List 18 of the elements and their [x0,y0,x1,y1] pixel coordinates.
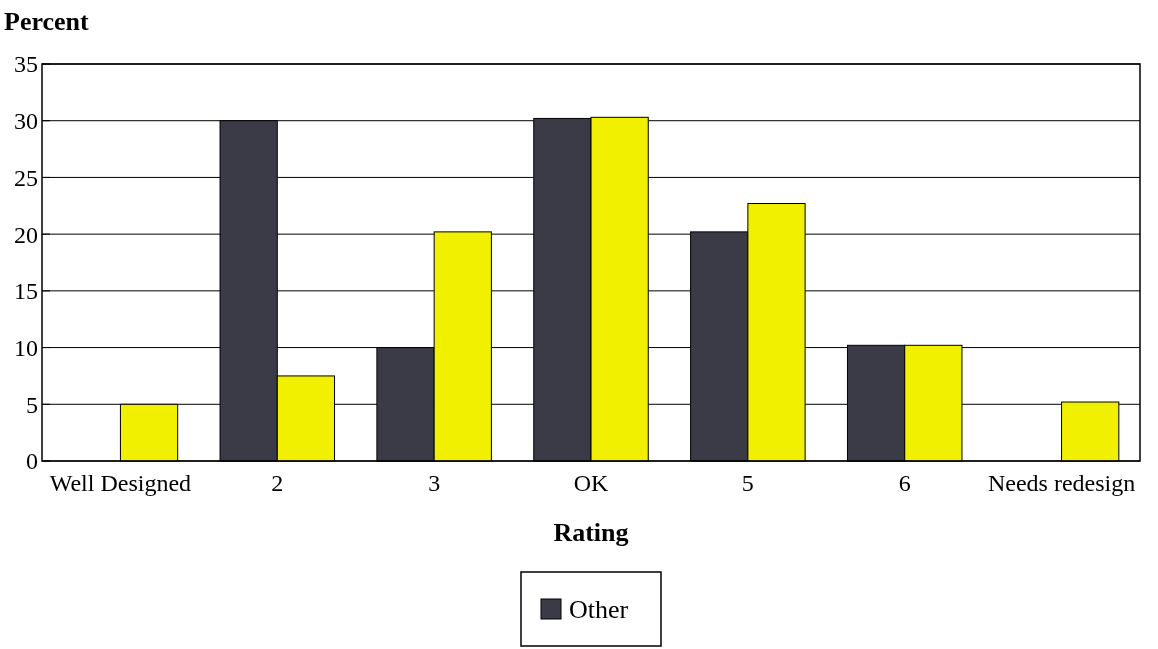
x-tick-label: Needs redesign [987,470,1136,496]
x-tick-label: 5 [741,470,754,496]
y-tick-label: 15 [14,278,38,305]
y-tick-label: 10 [14,334,38,361]
x-tick-label: OK [573,470,609,496]
y-tick-label: 0 [26,448,38,475]
y-tick-label: 30 [14,108,38,135]
x-tick-label: 6 [898,470,911,496]
y-tick-label: 20 [14,221,38,248]
y-tick-label: 25 [14,164,38,191]
x-tick-label: 2 [271,470,284,496]
legend-label: Other [569,595,629,625]
y-tick-label: 5 [26,391,38,418]
y-axis-title: Percent [4,7,90,36]
x-tick-label: 3 [428,470,441,496]
x-tick-label: Well Designed [49,470,192,496]
x-axis-title: Rating [553,518,629,547]
y-tick-label: 35 [14,51,38,78]
